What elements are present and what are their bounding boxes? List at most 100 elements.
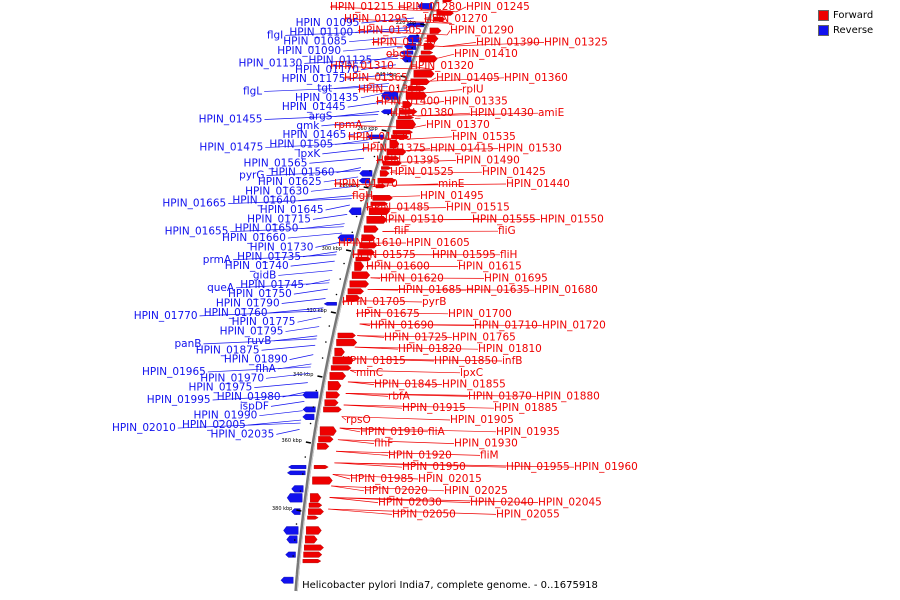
forward-gene-label-hpin-01915: HPIN_01915 [402, 402, 466, 414]
scale-tick [330, 311, 337, 314]
reverse-gene-label-hpin-02035: HPIN_02035 [210, 428, 274, 440]
scale-minor-tick [373, 155, 376, 158]
forward-gene-label-rpso: rpsO [346, 414, 371, 426]
forward-gene-label-hpin-01420: HPIN_01420 [348, 131, 412, 143]
forward-gene-41 [349, 280, 370, 288]
forward-gene-label-hpin-01315: HPIN_01315 [358, 84, 422, 96]
forward-leader-line [385, 219, 541, 221]
forward-leader-line [365, 207, 389, 209]
reverse-gene-58 [302, 413, 315, 420]
reverse-gene-label-gmk: gmk [296, 120, 320, 132]
forward-gene-label-hpin-01365: HPIN_01365 [344, 72, 408, 84]
forward-gene-label-hpin-01610: HPIN_01610 [338, 237, 402, 249]
forward-gene-label-obge: obgE [386, 48, 412, 60]
reverse-gene-label-hpin-01715: HPIN_01715 [247, 213, 311, 225]
scale-minor-tick [360, 199, 362, 202]
reverse-leader-line [322, 148, 367, 155]
reverse-leader-line [233, 254, 337, 261]
forward-gene-label-hpin-01550: HPIN_01550 [540, 213, 604, 225]
reverse-gene-66 [286, 470, 306, 476]
reverse-gene-label-hpin-01740: HPIN_01740 [225, 260, 289, 272]
reverse-gene-8 [399, 50, 414, 55]
reverse-leader-line [269, 307, 324, 314]
scale-minor-tick [309, 422, 312, 425]
scale-minor-tick [378, 141, 380, 144]
forward-gene-label-hpin-01955: HPIN_01955 [506, 461, 570, 473]
reverse-leader-line [312, 214, 348, 220]
scale-tick [363, 186, 369, 189]
forward-leader-line [379, 219, 386, 221]
forward-gene-label-rbfa: rbfA [388, 390, 411, 402]
forward-leader-line [359, 323, 543, 326]
forward-leader-line [413, 124, 427, 128]
reverse-gene-44 [323, 302, 337, 306]
reverse-gene-label-ispdf: ispDF [240, 400, 269, 412]
scale-minor-tick [325, 341, 327, 343]
reverse-gene-label-hpin-01130: HPIN_01130 [238, 57, 302, 69]
reverse-gene-label-hpin-01650: HPIN_01650 [235, 223, 299, 235]
forward-gene-label-hpin-02020: HPIN_02020 [364, 485, 428, 497]
forward-gene-label-hpin-01920: HPIN_01920 [388, 449, 452, 461]
forward-leader-line [357, 335, 453, 338]
reverse-leader-line [236, 282, 330, 289]
forward-gene-label-hpin-01485: HPIN_01485 [366, 202, 430, 214]
reverse-gene-81 [280, 576, 294, 584]
reverse-gene-label-args: argS [309, 111, 333, 123]
forward-gene-label-hpin-01370: HPIN_01370 [426, 119, 490, 131]
forward-leader-line [336, 450, 481, 456]
scale-tick [317, 375, 323, 378]
scale-minor-tick [369, 169, 371, 172]
reverse-leader-line [349, 36, 407, 43]
forward-gene-8 [420, 50, 434, 55]
reverse-leader-line [290, 260, 335, 267]
forward-gene-60 [319, 426, 337, 436]
forward-gene-label-hpin-01305: HPIN_01305 [358, 25, 422, 37]
forward-gene-label-hpin-01335: HPIN_01335 [444, 95, 508, 107]
legend-label-forward: Forward [833, 10, 874, 21]
forward-gene-24 [382, 160, 402, 166]
forward-gene-56 [324, 399, 339, 407]
forward-leader-line [347, 381, 443, 385]
reverse-leader-line [348, 129, 373, 136]
reverse-leader-line [273, 335, 318, 342]
forward-gene-17 [397, 115, 415, 120]
reverse-leader-line [334, 111, 380, 117]
forward-gene-label-hpin-01595: HPIN_01595 [432, 249, 496, 261]
forward-gene-27 [377, 177, 396, 184]
forward-gene-label-hpin-02030: HPIN_02030 [378, 497, 442, 509]
forward-gene-50 [334, 347, 345, 357]
forward-gene-28 [375, 184, 387, 189]
map-caption: Helicobacter pylori India7, complete gen… [302, 580, 598, 591]
forward-leader-line [337, 439, 455, 444]
forward-gene-label-hpin-01380: HPIN_01380 [390, 107, 454, 119]
forward-leader-line [343, 18, 452, 24]
reverse-gene-label-hpin-01565: HPIN_01565 [244, 157, 308, 169]
forward-leader-line [341, 300, 365, 303]
forward-gene-label-hpin-02045: HPIN_02045 [538, 497, 602, 509]
reverse-gene-label-panb: panB [175, 338, 202, 350]
forward-gene-label-hpin-01600: HPIN_01600 [366, 261, 430, 273]
forward-gene-67 [312, 476, 333, 485]
forward-gene-label-flif: fliF [394, 225, 410, 237]
forward-gene-label-hpin-02040: HPIN_02040 [470, 497, 534, 509]
forward-leader-line [392, 195, 421, 198]
reverse-leader-line [259, 410, 303, 417]
reverse-gene-label-hpin-01890: HPIN_01890 [224, 354, 288, 366]
reverse-gene-label-hpin-01790: HPIN_01790 [216, 298, 280, 310]
reverse-gene-label-hpin-01435: HPIN_01435 [295, 92, 359, 104]
reverse-leader-line [325, 204, 350, 211]
reverse-gene-label-hpin-01445: HPIN_01445 [282, 101, 346, 113]
scale-minor-tick [321, 357, 324, 359]
forward-leader-line [442, 42, 545, 47]
forward-leader-line [333, 124, 414, 128]
forward-leader-line [352, 358, 503, 362]
forward-leader-line [341, 416, 451, 421]
forward-gene-label-hpin-01245: HPIN_01245 [466, 1, 530, 13]
forward-gene-label-hpin-01620: HPIN_01620 [380, 272, 444, 284]
reverse-gene-label-hpin-01995: HPIN_01995 [147, 394, 211, 406]
genome-backbone-layer [294, 0, 439, 592]
reverse-leader-line [321, 120, 377, 127]
forward-gene-label-hpin-01395: HPIN_01395 [376, 154, 440, 166]
forward-gene-label-hpin-01425: HPIN_01425 [482, 166, 546, 178]
forward-gene-label-flhf: flhF [374, 438, 393, 450]
